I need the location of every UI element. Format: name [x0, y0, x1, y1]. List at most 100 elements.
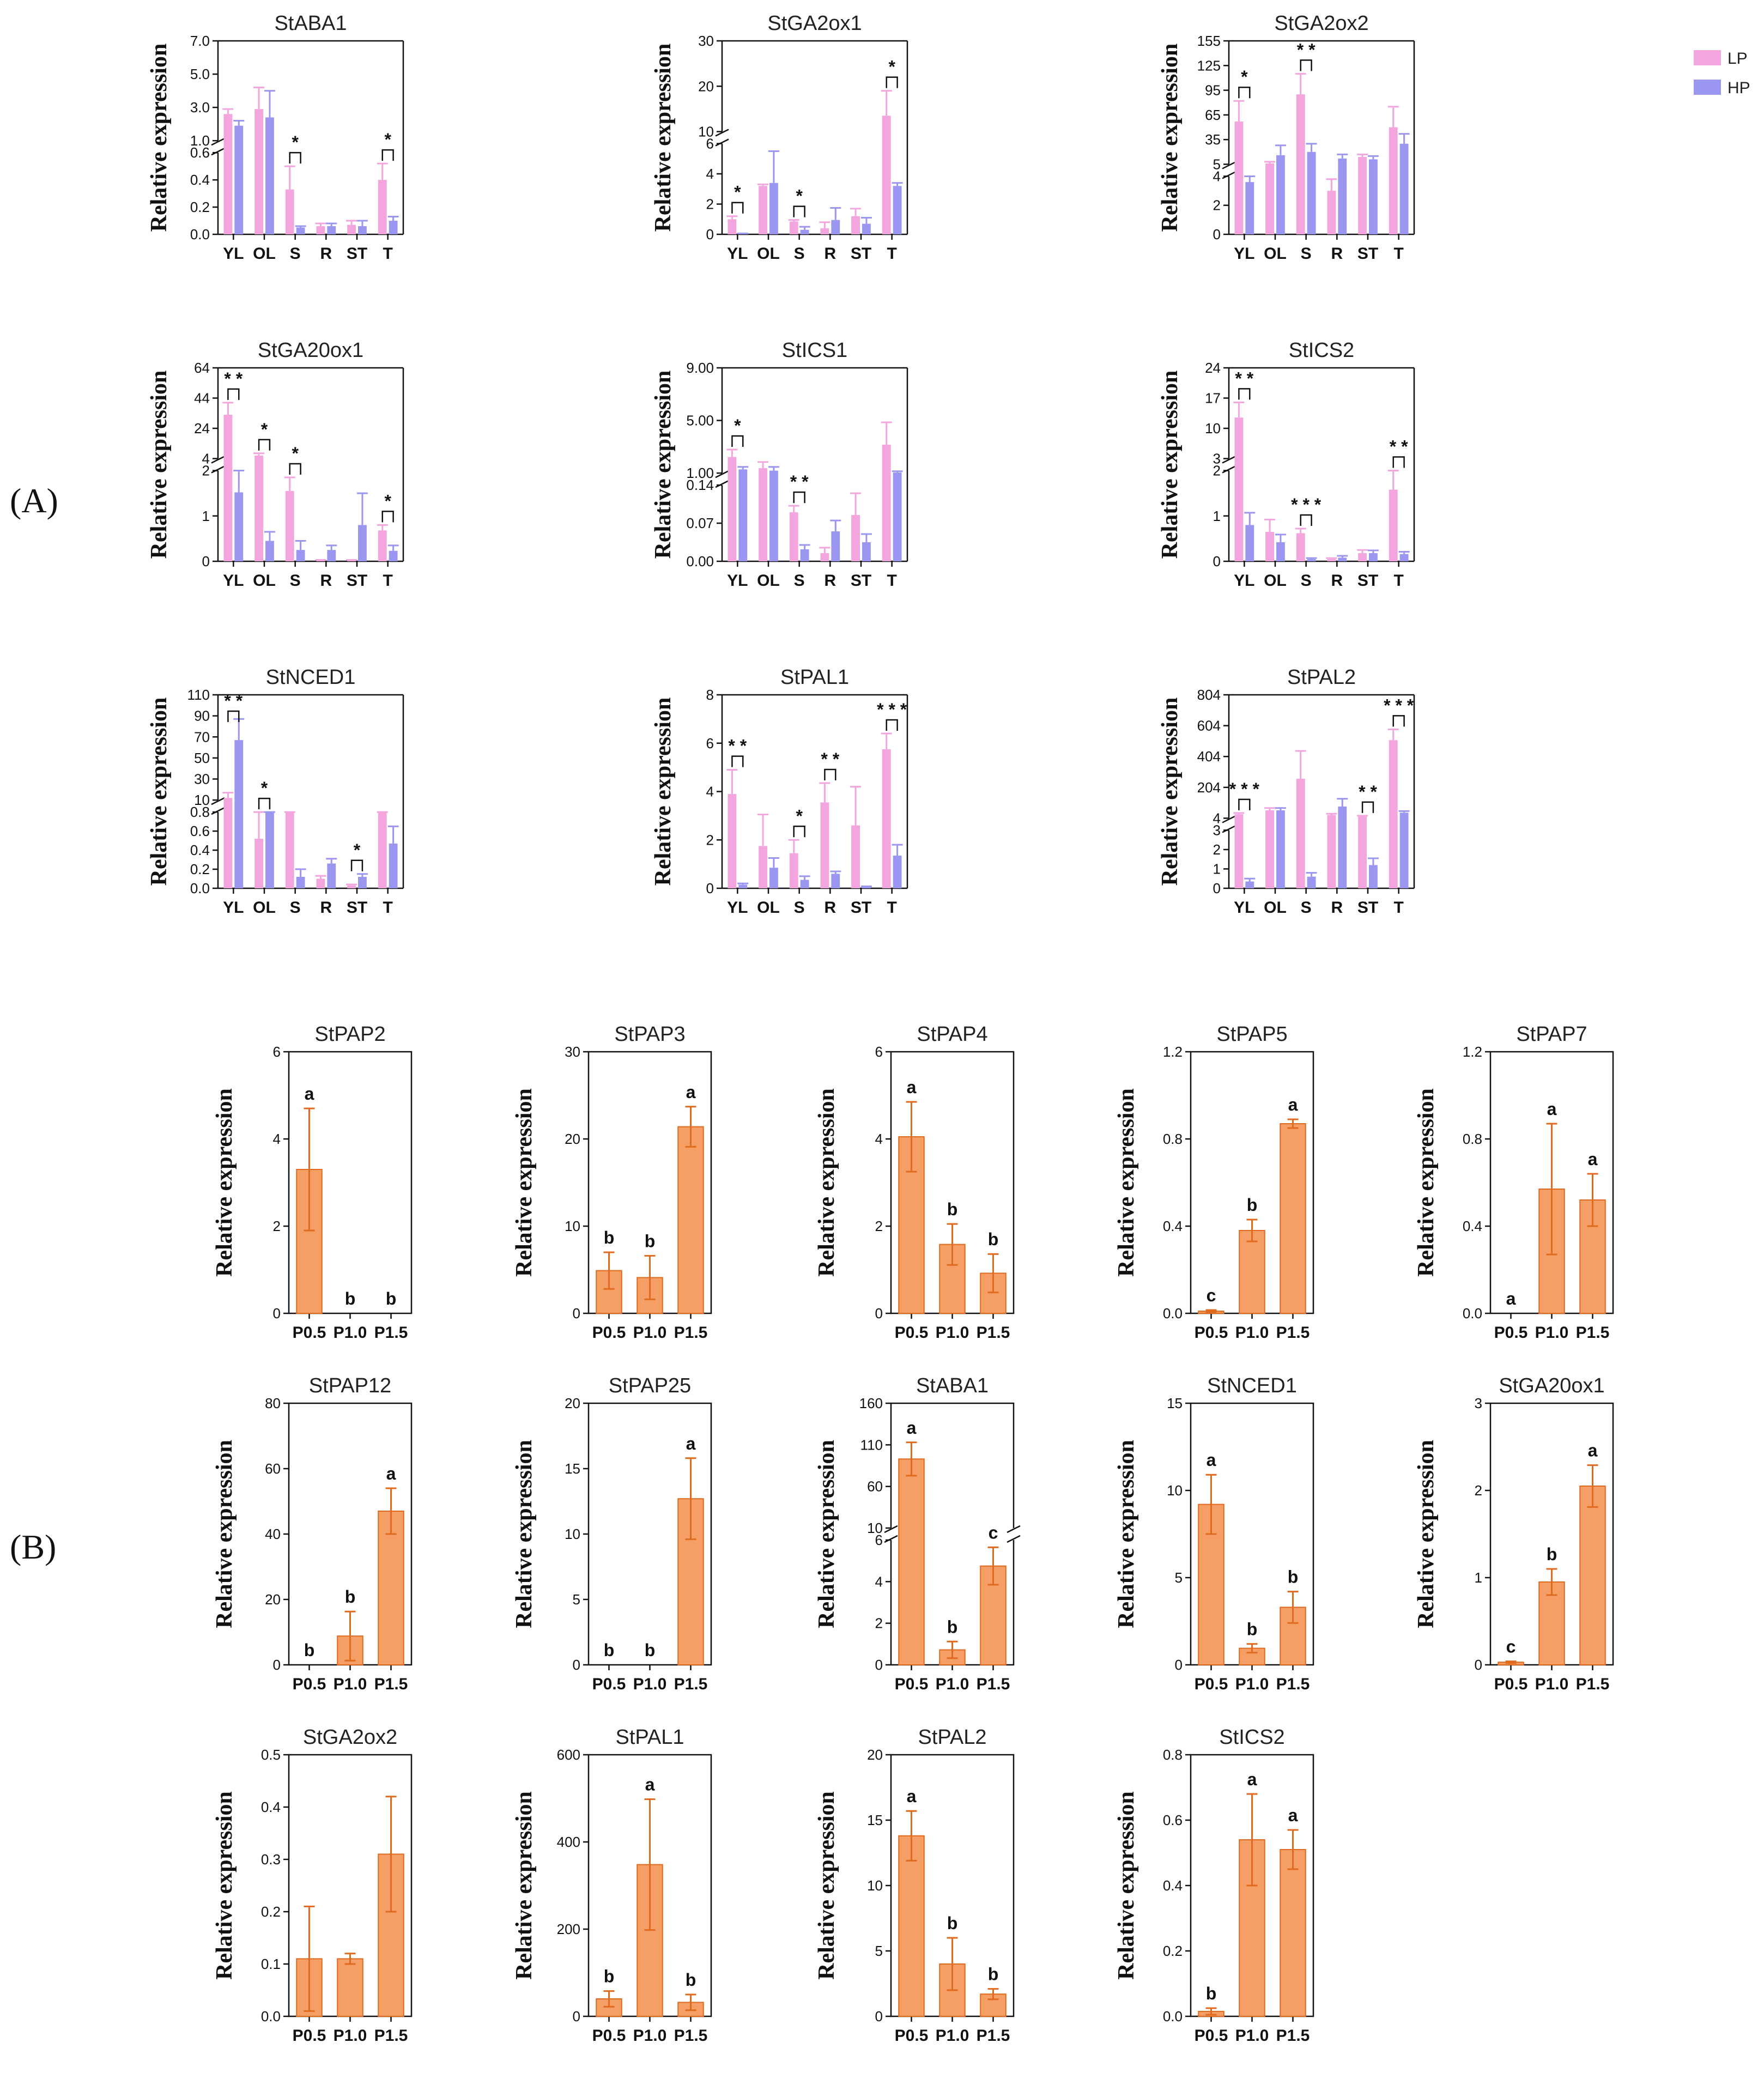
bar-lp: [223, 798, 233, 888]
chart-b7: StPAP25 Relative expression 0 5 10 15 20 P0.5 P1…: [512, 1374, 712, 1693]
x-tick-label: OL: [757, 899, 780, 917]
x-tick-label: P1.5: [674, 1324, 708, 1342]
bar-lp: [1358, 553, 1367, 561]
y-tick-label: 110: [187, 687, 210, 703]
chart-a1: StABA1 Relative expression 0.0 0.2 0.4 0.61.0…: [147, 12, 404, 263]
bar-hp: [1338, 158, 1347, 234]
chart-b2: StPAP3 Relative expression 0 10 20 30 P0.5 P1.0…: [512, 1023, 712, 1342]
letter-label: b: [345, 1587, 356, 1607]
x-tick-label: ST: [1357, 572, 1378, 590]
letter-label: b: [645, 1640, 656, 1660]
y-tick-label: 5: [1213, 156, 1221, 172]
y-tick-label: 3: [1213, 822, 1221, 838]
y-tick-label: 0.4: [1463, 1218, 1482, 1234]
chart-title: StNCED1: [1207, 1374, 1297, 1397]
y-tick-label: 0.5: [261, 1747, 281, 1763]
x-tick-label: T: [383, 245, 393, 263]
bar-hp: [265, 117, 274, 234]
bar: [898, 1458, 925, 1665]
y-axis-label: Relative expression: [147, 371, 172, 559]
significance-bracket: [227, 710, 240, 722]
x-tick-label: YL: [1234, 572, 1254, 590]
y-tick-label: 10: [565, 1526, 580, 1542]
y-tick-label: 1.2: [1463, 1044, 1482, 1060]
chart-a2: StGA2ox1 Relative expression 0 2 4 610 20 30 YL O…: [651, 12, 908, 263]
significance-bracket: [289, 151, 301, 164]
y-tick-label: 0.1: [261, 1956, 281, 1972]
y-tick-label: 4: [706, 784, 714, 800]
x-tick-label: T: [887, 899, 897, 917]
x-tick-label: S: [1301, 245, 1312, 263]
bar-hp: [800, 229, 809, 234]
letter-label: b: [988, 1965, 999, 1984]
x-tick-label: P1.5: [1276, 1324, 1310, 1342]
chart-title: StICS2: [1219, 1726, 1284, 1749]
bar-hp: [1399, 143, 1409, 234]
letter-label: c: [1506, 1637, 1516, 1657]
legend-label-lp: LP: [1727, 50, 1748, 68]
significance-bracket: [731, 202, 744, 214]
significance-label: * * *: [877, 700, 907, 719]
bar-hp: [800, 549, 809, 561]
letter-label: b: [645, 1231, 656, 1251]
y-tick-label: 804: [1197, 687, 1221, 703]
y-axis-label: Relative expression: [1114, 1791, 1139, 1980]
x-tick-label: OL: [757, 245, 780, 263]
bar-lp: [1265, 163, 1274, 234]
y-tick-label: 0.2: [1163, 1943, 1183, 1959]
axis-break-mark: [1007, 1535, 1021, 1543]
bar-lp: [759, 846, 767, 888]
bar-hp: [327, 863, 336, 888]
chart-title: StPAP7: [1516, 1023, 1587, 1046]
chart-title: StPAL2: [1287, 666, 1356, 689]
x-tick-label: P1.0: [334, 1324, 367, 1342]
y-tick-label: 1.0: [190, 132, 210, 149]
y-tick-label: 10: [194, 792, 210, 808]
significance-label: *: [1241, 67, 1248, 87]
axis-break-mark: [1222, 465, 1236, 474]
y-tick-label: 70: [194, 729, 210, 745]
legend-swatch-hp: [1694, 80, 1721, 95]
y-tick-label: 10: [565, 1218, 580, 1234]
x-tick-label: ST: [347, 572, 367, 590]
x-tick-label: OL: [1264, 572, 1287, 590]
y-axis-label: Relative expression: [212, 1088, 237, 1277]
y-axis-label: Relative expression: [512, 1440, 537, 1628]
x-tick-label: P1.0: [1535, 1675, 1569, 1693]
bar-lp: [285, 812, 294, 888]
bar-hp: [862, 542, 871, 561]
y-tick-label: 1: [1213, 860, 1221, 877]
letter-label: b: [686, 1970, 696, 1990]
bar-hp: [327, 226, 336, 234]
y-axis-label: Relative expression: [512, 1088, 537, 1277]
x-tick-label: P1.5: [374, 1324, 408, 1342]
y-tick-label: 0.0: [1163, 1305, 1183, 1322]
bar-lp: [759, 468, 767, 561]
x-tick-label: P1.0: [1235, 1675, 1269, 1693]
axis-break-mark: [1222, 456, 1236, 464]
y-tick-label: 4: [273, 1131, 281, 1147]
letter-label: a: [907, 1786, 917, 1806]
significance-label: *: [261, 778, 268, 798]
x-tick-label: P0.5: [1494, 1675, 1528, 1693]
y-tick-label: 1.2: [1163, 1044, 1183, 1060]
bar-hp: [234, 740, 244, 888]
y-tick-label: 3: [1475, 1395, 1482, 1411]
letter-label: b: [345, 1289, 356, 1308]
x-tick-label: R: [824, 572, 836, 590]
y-tick-label: 1: [1213, 508, 1221, 524]
bar-lp: [223, 114, 233, 234]
x-tick-label: P0.5: [592, 1675, 626, 1693]
y-tick-label: 8: [706, 687, 714, 703]
x-tick-label: ST: [347, 899, 367, 917]
y-tick-label: 0.4: [1163, 1877, 1183, 1894]
significance-bracket: [731, 435, 744, 447]
bar-lp: [1234, 814, 1244, 888]
y-tick-label: 1.00: [686, 465, 714, 481]
x-tick-label: R: [1331, 245, 1343, 263]
bar: [378, 1511, 404, 1665]
y-tick-label: 0.4: [261, 1799, 281, 1815]
bar-hp: [1399, 813, 1409, 888]
y-tick-label: 30: [698, 33, 714, 49]
y-tick-label: 10: [867, 1520, 883, 1536]
